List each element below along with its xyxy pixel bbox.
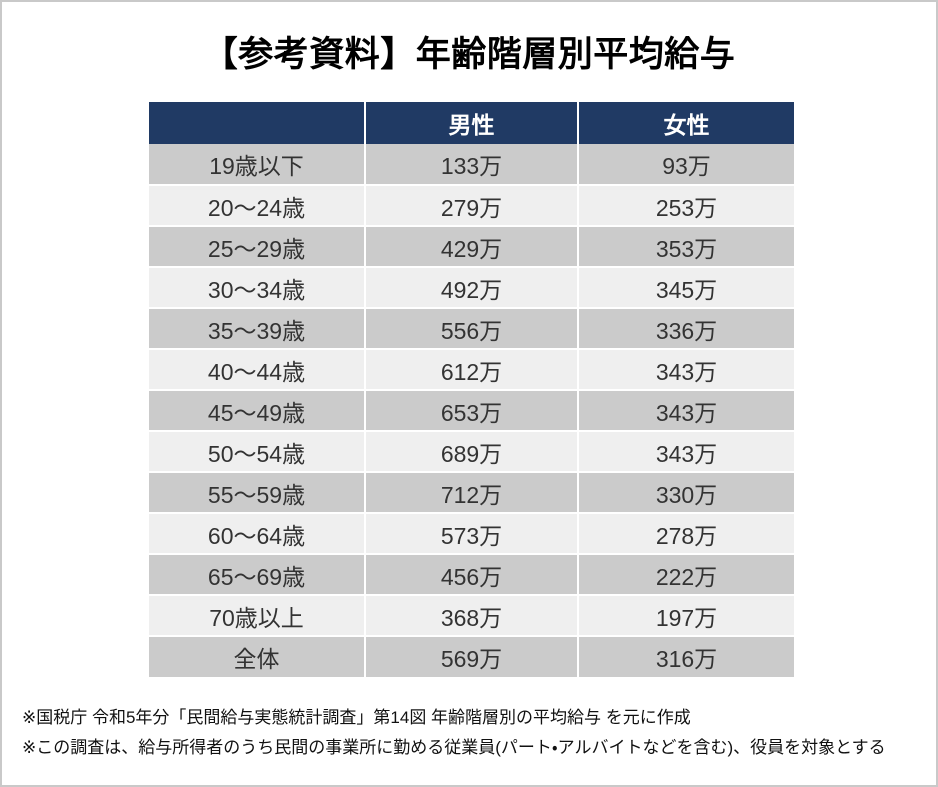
column-header-male: 男性 (364, 102, 578, 144)
age-group-cell: 19歳以下 (209, 153, 304, 179)
female-salary-cell: 278万 (577, 512, 794, 554)
male-salary-cell: 569万 (364, 635, 578, 677)
female-salary-cell: 343万 (577, 430, 794, 472)
age-group-cell: 50〜54歳 (149, 430, 365, 472)
page-title: 【参考資料】年齢階層別平均給与 (202, 35, 736, 74)
female-salary-cell: 316万 (577, 635, 794, 677)
table-row: 25〜29歳 429万 353万 (149, 225, 794, 267)
female-salary-cell: 345万 (577, 266, 794, 308)
age-group-cell: 20〜24歳 (149, 184, 365, 226)
column-header-age (149, 102, 365, 144)
female-salary-cell: 336万 (577, 307, 794, 349)
table-row: 55〜59歳 712万 330万 (149, 471, 794, 513)
table-row: 全体 569万 316万 (149, 635, 794, 677)
male-salary-cell: 368万 (364, 594, 578, 636)
male-salary-cell: 133万 (364, 144, 578, 185)
female-salary-cell: 93万 (577, 144, 794, 185)
male-salary-cell: 689万 (364, 430, 578, 472)
footnotes: ※国税庁 令和5年分「民間給与実態統計調査」第14図 年齢階層別の平均給与 を元… (22, 703, 926, 763)
age-group-cell: 30〜34歳 (149, 266, 365, 308)
table-row: 20〜24歳 279万 253万 (149, 184, 794, 226)
table-row: 70歳以上 368万 197万 (149, 594, 794, 636)
age-group-cell: 65〜69歳 (149, 553, 365, 595)
table-row: 40〜44歳 612万 343万 (149, 348, 794, 390)
scope-note: ※この調査は、給与所得者のうち民間の事業所に勤める従業員(パート・アルバイトなど… (22, 738, 886, 757)
age-group-cell: 40〜44歳 (149, 348, 365, 390)
age-group-cell: 35〜39歳 (149, 307, 365, 349)
male-salary-cell: 612万 (364, 348, 578, 390)
age-group-cell: 45〜49歳 (149, 389, 365, 431)
age-group-cell: 全体 (149, 635, 365, 677)
male-salary-cell: 556万 (364, 307, 578, 349)
male-salary-cell: 573万 (364, 512, 578, 554)
male-salary-cell: 429万 (364, 225, 578, 267)
female-salary-cell: 343万 (577, 348, 794, 390)
female-salary-cell: 343万 (577, 389, 794, 431)
age-group-cell: 25〜29歳 (149, 225, 365, 267)
column-header-female: 女性 (577, 102, 794, 144)
table-row: 65〜69歳 456万 222万 (149, 553, 794, 595)
male-salary-cell: 653万 (364, 389, 578, 431)
female-salary-cell: 222万 (577, 553, 794, 595)
table-header-row: 男性 女性 (149, 102, 794, 144)
table-row: 50〜54歳 689万 343万 (149, 430, 794, 472)
male-salary-cell: 456万 (364, 553, 578, 595)
age-group-cell: 55〜59歳 (149, 471, 365, 513)
female-salary-cell: 353万 (577, 225, 794, 267)
salary-table: 男性 女性 19歳以下 133万 93万 20〜24歳 279万 253万 25… (149, 102, 794, 677)
table-row: 19歳以下 133万 93万 (149, 144, 794, 185)
female-salary-cell: 253万 (577, 184, 794, 226)
age-group-cell: 60〜64歳 (149, 512, 365, 554)
male-salary-cell: 492万 (364, 266, 578, 308)
table-row: 35〜39歳 556万 336万 (149, 307, 794, 349)
age-group-cell: 70歳以上 (149, 594, 365, 636)
male-salary-cell: 712万 (364, 471, 578, 513)
male-salary-cell: 279万 (364, 184, 578, 226)
table-row: 60〜64歳 573万 278万 (149, 512, 794, 554)
female-salary-cell: 197万 (577, 594, 794, 636)
table-row: 45〜49歳 653万 343万 (149, 389, 794, 431)
female-salary-cell: 330万 (577, 471, 794, 513)
source-note: ※国税庁 令和5年分「民間給与実態統計調査」第14図 年齢階層別の平均給与 を元… (22, 708, 691, 727)
table-row: 30〜34歳 492万 345万 (149, 266, 794, 308)
